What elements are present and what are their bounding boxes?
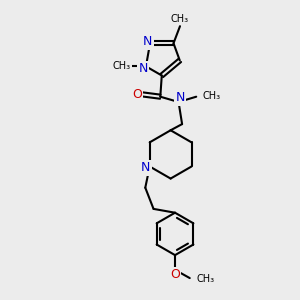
Text: N: N: [143, 35, 152, 48]
Text: CH₃: CH₃: [171, 14, 189, 24]
Text: N: N: [138, 62, 148, 75]
Text: CH₃: CH₃: [112, 61, 130, 71]
Text: CH₃: CH₃: [203, 91, 221, 100]
Text: N: N: [141, 161, 150, 174]
Text: O: O: [132, 88, 142, 101]
Text: CH₃: CH₃: [197, 274, 215, 284]
Text: O: O: [170, 268, 180, 281]
Text: N: N: [176, 92, 185, 104]
